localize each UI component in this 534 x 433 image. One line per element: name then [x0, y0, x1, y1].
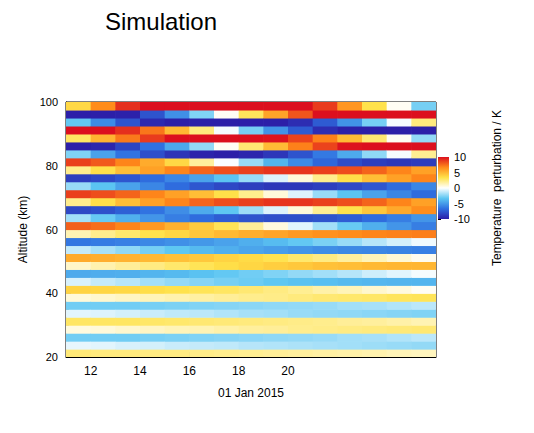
- svg-text:40: 40: [46, 287, 58, 299]
- svg-text:10: 10: [454, 151, 466, 163]
- svg-text:16: 16: [183, 364, 197, 378]
- svg-text:-5: -5: [454, 198, 464, 210]
- svg-text:100: 100: [40, 96, 58, 108]
- svg-text:Temperature perturbation / K: Temperature perturbation / K: [490, 110, 504, 266]
- svg-text:80: 80: [46, 160, 58, 172]
- svg-text:12: 12: [84, 364, 98, 378]
- svg-text:Simulation: Simulation: [105, 8, 217, 35]
- svg-text:Altitude (km): Altitude (km): [16, 196, 30, 263]
- svg-text:01 Jan 2015: 01 Jan 2015: [218, 386, 284, 400]
- svg-text:60: 60: [46, 224, 58, 236]
- svg-text:14: 14: [133, 364, 147, 378]
- svg-text:20: 20: [46, 351, 58, 363]
- svg-text:5: 5: [454, 167, 460, 179]
- svg-text:-10: -10: [454, 213, 470, 225]
- svg-text:18: 18: [232, 364, 246, 378]
- svg-text:0: 0: [454, 182, 460, 194]
- svg-text:20: 20: [281, 364, 295, 378]
